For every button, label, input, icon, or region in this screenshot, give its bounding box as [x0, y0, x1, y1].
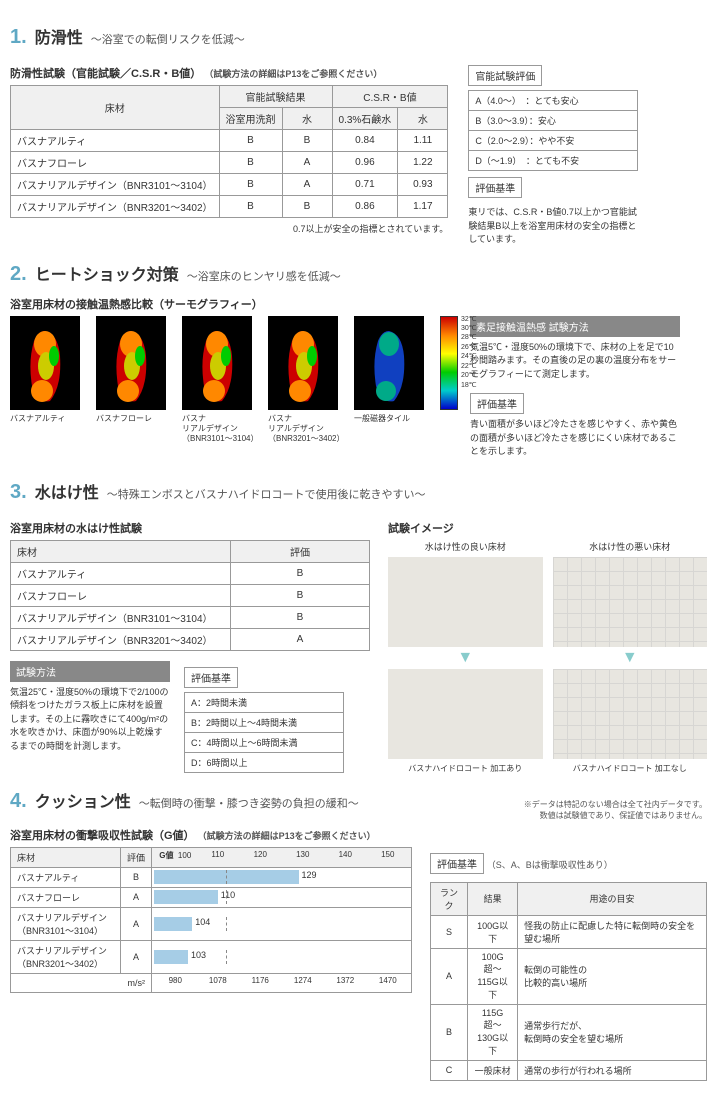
- table-row: B115G超〜130G以下通常歩行だが、転倒時の安全を望む場所: [431, 1004, 707, 1060]
- s3-img-hdr: 試験イメージ: [388, 520, 707, 536]
- s3-crit-table: A：2時間未満B：2時間以上〜4時間未満C：4時間以上〜6時間未満D：6時間以上: [184, 692, 344, 773]
- table-row: バスナフローレ A 110: [11, 887, 412, 907]
- s1-subheading: 防滑性試験（官能試験／C.S.R・B値） （試験方法の詳細はP13をご参照くださ…: [10, 65, 448, 81]
- table-row: D：6時間以上: [185, 752, 344, 772]
- s2-method-txt: 気温5℃・湿度50%の環境下で、床材の上を足で10秒間踏みます。その直後の足の裏…: [470, 341, 680, 382]
- s4-subheading: 浴室用床材の衝撃吸収性試験（G値） （試験方法の詳細はP13をご参照ください）: [10, 827, 707, 843]
- s3-method-txt: 気温25℃・湿度50%の環境下で2/100の傾斜をつけたガラス板上に床材を設置し…: [10, 686, 170, 754]
- section-1-sub: 〜浴室での転倒リスクを低減〜: [91, 31, 245, 47]
- thermograph-image: [10, 316, 80, 410]
- s2-crit-hdr: 評価基準: [470, 393, 524, 414]
- table-row: バスナアルティ B 129: [11, 867, 412, 887]
- s4-cushion-table: 床材 評価 G値 100110120130140150 バスナアルティ B 12…: [10, 847, 412, 993]
- thermograph-item: バスナアルティ: [10, 316, 84, 424]
- table-row: C（2.0〜2.9）：やや不安: [469, 131, 638, 151]
- table-row: バスナアルティBB0.841.11: [11, 130, 448, 152]
- table-row: B（3.0〜3.9）：安心: [469, 111, 638, 131]
- s3-good-hdr: 水はけ性の良い床材: [388, 540, 543, 553]
- table-row: A100G超〜115G以下転倒の可能性の比較的高い場所: [431, 948, 707, 1004]
- section-1-name: 防滑性: [35, 24, 83, 48]
- tile-bad-wet: [553, 557, 708, 647]
- thermograph-image: [354, 316, 424, 410]
- section-2-title: 2. ヒートショック対策 〜浴室床のヒンヤリ感を低減〜: [10, 261, 707, 286]
- thermograph-caption: バスナリアルデザイン（BNR3101〜3104）: [182, 414, 256, 445]
- s3-cap-bad: バスナハイドロコート 加工なし: [553, 763, 708, 774]
- thermograph-item: バスナフローレ: [96, 316, 170, 424]
- table-row: D（〜1.9） ：とても不安: [469, 151, 638, 171]
- tile-good-wet: [388, 557, 543, 647]
- table-row: バスナリアルデザイン（BNR3101〜3104）B: [11, 606, 370, 628]
- thermograph-caption: 一般磁器タイル: [354, 414, 428, 424]
- s3-drain-table: 床材評価 バスナアルティBバスナフローレBバスナリアルデザイン（BNR3101〜…: [10, 540, 370, 651]
- table-row: バスナリアルデザイン（BNR3101〜3104） A 104: [11, 907, 412, 940]
- thermograph-caption: バスナフローレ: [96, 414, 170, 424]
- tile-good-dry: [388, 669, 543, 759]
- g-axis-bottom: 98010781176127413721470: [154, 976, 409, 990]
- thermograph-caption: バスナアルティ: [10, 414, 84, 424]
- thermograph-image: [182, 316, 252, 410]
- g-axis-top: G値 100110120130140150: [154, 850, 409, 864]
- thermograph-item: バスナリアルデザイン（BNR3201〜3402）: [268, 316, 342, 445]
- s3-crit-hdr: 評価基準: [184, 667, 238, 688]
- g-bar: [154, 950, 188, 964]
- s2-crit-txt: 青い面積が多いほど冷たさを感じやすく、赤や黄色の面積が多いほど冷たさを感じにくい…: [470, 418, 680, 459]
- table-row: C一般床材通常の歩行が行われる場所: [431, 1060, 707, 1080]
- s1-footnote: 0.7以上が安全の指標とされています。: [10, 222, 448, 235]
- s1-eval-hdr: 官能試験評価: [468, 65, 542, 86]
- s2-subheading: 浴室用床材の接触温熱感比較（サーモグラフィー）: [10, 296, 707, 312]
- section-3-title: 3. 水はけ性 〜特殊エンボスとバスナハイドロコートで使用後に乾きやすい〜: [10, 479, 707, 504]
- s1-slip-table: 床材 官能試験結果 C.S.R・B値 浴室用洗剤 水 0.3%石鹸水 水 バスナ…: [10, 85, 448, 218]
- s3-method-hdr: 試験方法: [10, 661, 170, 682]
- s4-crit-table: ランク 結果 用途の目安 S100G以下怪我の防止に配慮した特に転倒時の安全を望…: [430, 882, 707, 1081]
- s3-subheading: 浴室用床材の水はけ性試験: [10, 520, 370, 536]
- thermograph-caption: バスナリアルデザイン（BNR3201〜3402）: [268, 414, 342, 445]
- table-row: バスナフローレBA0.961.22: [11, 152, 448, 174]
- section-1-title: 1. 防滑性 〜浴室での転倒リスクを低減〜: [10, 24, 707, 49]
- table-row: バスナアルティB: [11, 562, 370, 584]
- g-bar: [154, 890, 218, 904]
- thermograph-item: バスナリアルデザイン（BNR3101〜3104）: [182, 316, 256, 445]
- thermograph-image: [96, 316, 166, 410]
- table-row: バスナリアルデザイン（BNR3101〜3104）BA0.710.93: [11, 174, 448, 196]
- table-row: バスナリアルデザイン（BNR3201〜3402）A: [11, 628, 370, 650]
- s3-bad-hdr: 水はけ性の悪い床材: [553, 540, 708, 553]
- table-row: S100G以下怪我の防止に配慮した特に転倒時の安全を望む場所: [431, 915, 707, 948]
- thermograph-strip: バスナアルティ バスナフローレ バスナリアルデザイン（BNR3101〜3104）…: [10, 316, 428, 465]
- tile-bad-dry: [553, 669, 708, 759]
- arrow-icon: ▼: [388, 649, 543, 667]
- table-row: バスナリアルデザイン（BNR3201〜3402） A 103: [11, 940, 412, 973]
- table-row: A：2時間未満: [185, 692, 344, 712]
- s1-crit-hdr: 評価基準: [468, 177, 522, 198]
- s1-eval-table: A（4.0〜） ：とても安心B（3.0〜3.9）：安心C（2.0〜2.9）：やや…: [468, 90, 638, 171]
- section-1-num: 1.: [10, 26, 27, 49]
- table-row: バスナリアルデザイン（BNR3201〜3402）BB0.861.17: [11, 196, 448, 218]
- table-row: B：2時間以上〜4時間未満: [185, 712, 344, 732]
- arrow-icon: ▼: [553, 649, 708, 667]
- table-row: C：4時間以上〜6時間未満: [185, 732, 344, 752]
- s3-cap-good: バスナハイドロコート 加工あり: [388, 763, 543, 774]
- colorbar: 32℃30℃28℃26℃24℃22℃20℃18℃: [440, 316, 458, 410]
- g-bar: [154, 917, 192, 931]
- thermograph-image: [268, 316, 338, 410]
- thermograph-item: 一般磁器タイル: [354, 316, 428, 424]
- s4-crit-hdr: 評価基準: [430, 853, 484, 874]
- s2-method-hdr: 素足接触温熱感 試験方法: [470, 316, 680, 337]
- s1-crit-txt: 東リでは、C.S.R・B値0.7以上かつ官能試験結果B以上を浴室用床材の安全の指…: [468, 206, 638, 247]
- table-row: A（4.0〜） ：とても安心: [469, 91, 638, 111]
- table-row: バスナフローレB: [11, 584, 370, 606]
